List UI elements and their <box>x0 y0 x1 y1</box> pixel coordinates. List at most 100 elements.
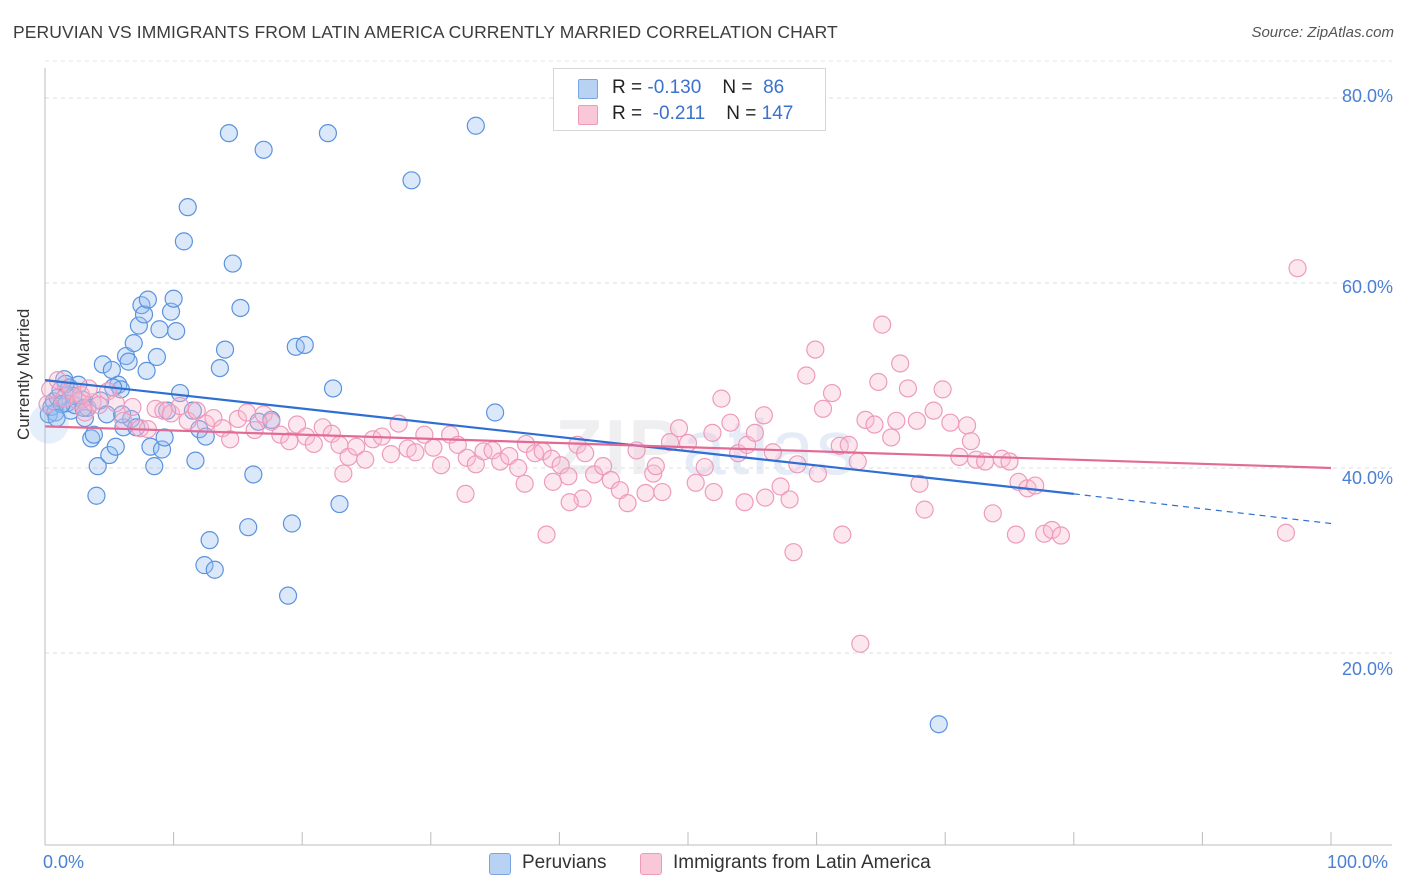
immigrant-point <box>856 410 875 429</box>
immigrant-point <box>1000 452 1019 471</box>
immigrant-point <box>686 473 705 492</box>
x-tick-0: 0.0% <box>43 852 85 872</box>
immigrant-point <box>1026 476 1045 495</box>
immigrant-point <box>891 354 910 373</box>
chart-title: PERUVIAN VS IMMIGRANTS FROM LATIN AMERIC… <box>13 22 838 42</box>
immigrant-point <box>228 409 247 429</box>
immigrant-point <box>123 397 142 417</box>
peruvian-point <box>239 518 258 537</box>
legend-row-immigrants: R = -0.211 N = 147 <box>578 103 793 126</box>
peruvian-point <box>295 335 314 355</box>
peruvian-point <box>330 494 349 514</box>
peruvian-point <box>282 514 302 533</box>
immigrant-point <box>618 494 637 513</box>
peruvian-point <box>174 232 193 251</box>
immigrant-point <box>38 395 57 414</box>
legend-n-label: N = <box>722 77 753 98</box>
immigrant-point <box>1051 526 1071 545</box>
peruvian-point <box>219 124 238 143</box>
immigrant-point <box>763 443 782 462</box>
immigrant-point <box>304 434 323 454</box>
immigrant-point <box>941 413 960 432</box>
peruvian-point <box>231 298 250 318</box>
peruvian-trendline <box>44 379 1074 495</box>
immigrant-point <box>601 470 620 490</box>
peruvian-point <box>93 355 112 374</box>
legend-n-value: 147 <box>761 103 794 124</box>
peruvian-point <box>88 457 107 476</box>
legend-r-label: R = <box>612 77 643 98</box>
immigrant-point <box>797 366 816 385</box>
immigrant-point <box>873 315 892 334</box>
immigrant-point <box>839 435 858 454</box>
immigrant-point <box>79 379 98 398</box>
immigrant-point <box>356 450 375 469</box>
peruvian-cluster-point <box>28 403 69 444</box>
legend-r-label: R = <box>612 103 643 124</box>
immigrant-point <box>756 488 775 507</box>
immigrant-point <box>204 408 223 428</box>
legend-n-label: N = <box>726 103 757 124</box>
immigrant-point <box>170 396 190 416</box>
bottom-legend-swatch-peruvians <box>489 853 511 875</box>
immigrant-point <box>882 428 901 447</box>
immigrant-point <box>721 413 740 432</box>
immigrant-point <box>712 389 731 408</box>
peruvian-point <box>155 428 174 447</box>
immigrant-point <box>296 427 316 446</box>
immigrant-point <box>509 458 528 478</box>
immigrant-point <box>822 383 842 403</box>
immigrant-point <box>898 379 918 398</box>
peruvian-point <box>205 560 224 579</box>
peruvian-point <box>84 425 103 444</box>
peruvian-point <box>129 316 148 335</box>
immigrant-point <box>491 452 510 471</box>
correlation-legend: R = -0.130 N = 86 R = -0.211 N = 147 <box>553 68 826 131</box>
immigrant-point <box>771 477 790 496</box>
peruvian-point <box>318 124 338 143</box>
peruvian-point <box>323 379 343 398</box>
peruvian-point <box>254 140 273 159</box>
peruvian-point <box>402 171 421 190</box>
immigrant-point <box>1006 525 1026 544</box>
immigrant-point <box>347 437 366 456</box>
immigrant-point <box>287 415 307 434</box>
peruvian-point <box>138 290 157 309</box>
x-tick-100: 100.0% <box>1327 852 1389 872</box>
legend-r-value: -0.130 <box>647 77 702 98</box>
immigrant-point <box>703 423 722 442</box>
y-tick-80: 80.0% <box>1341 86 1393 106</box>
immigrant-point <box>1288 259 1307 278</box>
peruvian-point <box>200 531 219 550</box>
immigrant-point <box>457 448 476 467</box>
immigrant-point <box>833 525 852 544</box>
immigrant-point <box>431 456 451 475</box>
peruvian-point <box>195 556 214 575</box>
immigrant-point <box>75 403 94 422</box>
peruvian-point <box>466 116 485 135</box>
peruvian-point <box>147 347 166 367</box>
immigrant-point <box>735 493 754 512</box>
peruvian-point <box>137 361 156 380</box>
immigrant-point <box>221 430 240 449</box>
immigrant-point <box>178 411 197 430</box>
immigrant-point <box>869 372 888 392</box>
peruvian-point <box>113 405 132 424</box>
immigrant-point <box>594 457 613 476</box>
immigrant-point <box>678 433 698 453</box>
immigrant-point <box>644 464 663 483</box>
peruvian-point <box>286 337 305 356</box>
legend-n-value: 86 <box>763 77 785 98</box>
immigrant-point <box>381 445 401 464</box>
immigrant-point <box>745 423 764 442</box>
immigrant-point <box>500 446 519 466</box>
immigrant-point <box>646 457 665 476</box>
peruvian-trendline-extension <box>1073 493 1332 525</box>
peruvian-point <box>87 486 106 505</box>
immigrant-point <box>254 405 273 424</box>
peruvian-point <box>929 715 948 734</box>
immigrant-point <box>784 543 803 562</box>
immigrant-point <box>424 438 443 457</box>
immigrant-point <box>560 493 579 512</box>
immigrant-point <box>924 401 943 420</box>
